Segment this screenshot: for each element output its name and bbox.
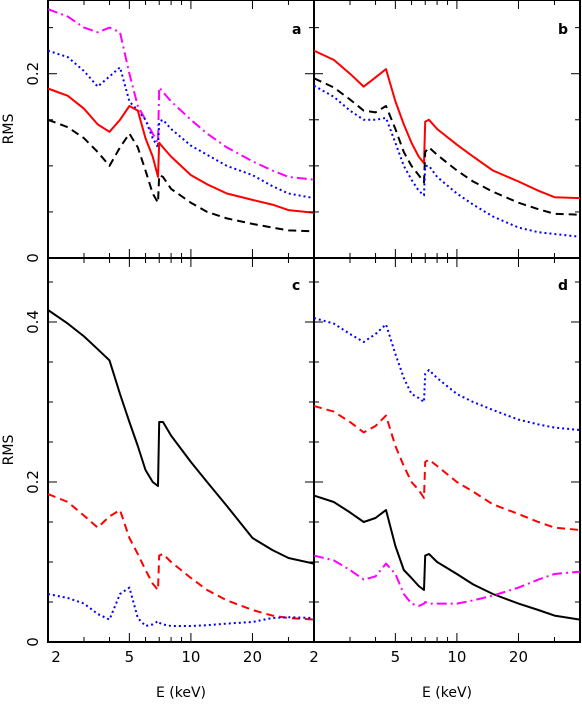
panel-a-ytick-label: 0.2 — [24, 62, 42, 86]
panel-c-series-1 — [48, 493, 314, 621]
panel-d-series-2 — [314, 494, 580, 621]
panel-c-xtick-label: 10 — [181, 648, 200, 666]
panel-label-b: b — [558, 22, 568, 38]
panel-c-ytick-label: 0 — [24, 637, 42, 647]
panel-a-series-2 — [48, 87, 314, 214]
panel-a-ylabel: RMS — [1, 114, 17, 145]
panel-c-ytick-label: 0.4 — [24, 310, 42, 334]
panel-d-series-1 — [314, 405, 580, 531]
panel-b-series-0 — [314, 49, 580, 200]
panel-c-ytick-label: 0.2 — [24, 470, 42, 494]
panel-a-series-0 — [48, 8, 314, 181]
panel-label-c: c — [292, 278, 300, 294]
panel-a-ytick-label: 0 — [24, 253, 42, 263]
panel-a-series-1 — [48, 49, 314, 200]
panel-c-xlabel: E (keV) — [156, 685, 206, 701]
panel-frames — [47, 0, 581, 643]
tick-layer: 0 0.2 0 0.2 0.4 2 5 10 20 5 10 20 2 — [24, 0, 581, 666]
panel-d-xlabel: E (keV) — [422, 685, 472, 701]
panel-c-xtick-label: 2 — [51, 648, 61, 666]
panel-a-series-3 — [48, 118, 314, 233]
panel-c-xtick-label: 5 — [125, 648, 135, 666]
panel-d-xtick-label: 5 — [391, 648, 401, 666]
panel-b-frame — [313, 0, 581, 259]
panel-c-series-2 — [48, 586, 314, 627]
panel-c-ylabel: RMS — [1, 435, 17, 466]
panel-label-d: d — [558, 278, 568, 294]
panel-d-xtick-label: 2 — [309, 648, 319, 666]
plot-layer — [48, 8, 580, 627]
panel-d-frame — [313, 257, 581, 643]
panel-a-frame — [47, 0, 315, 259]
panel-d-series-0 — [314, 317, 580, 431]
panel-b-series-1 — [314, 77, 580, 216]
panel-d-series-3 — [314, 554, 580, 607]
panel-c-series-0 — [48, 309, 314, 565]
panel-b-series-2 — [314, 84, 580, 238]
panel-d-xtick-label: 10 — [447, 648, 466, 666]
panel-label-a: a — [292, 22, 301, 38]
panel-d-xtick-label: 20 — [509, 648, 528, 666]
panel-c-xtick-label: 20 — [243, 648, 262, 666]
